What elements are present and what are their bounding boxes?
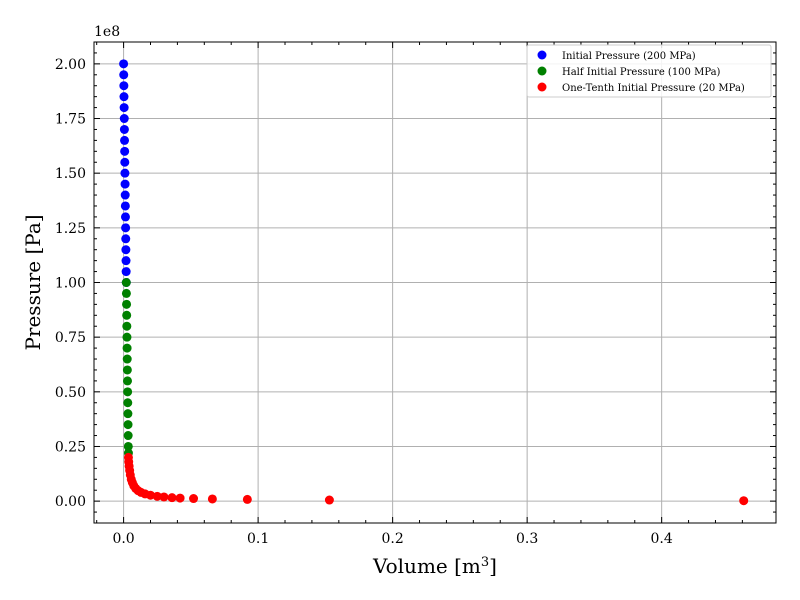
data-point-series-2 bbox=[122, 321, 132, 331]
data-point-series-2 bbox=[122, 365, 132, 375]
data-point-series-1 bbox=[121, 245, 131, 255]
data-point-series-3 bbox=[175, 493, 185, 503]
legend-marker bbox=[537, 66, 547, 76]
data-point-series-1 bbox=[120, 201, 130, 211]
x-axis-label-end: ] bbox=[489, 554, 497, 578]
data-point-series-3 bbox=[324, 495, 334, 505]
x-axis-label: Volume [m3] bbox=[372, 554, 497, 578]
y-tick-label: 2.00 bbox=[55, 57, 86, 73]
data-point-series-1 bbox=[120, 157, 130, 167]
data-point-series-1 bbox=[121, 234, 131, 244]
data-point-series-3 bbox=[152, 491, 162, 501]
data-point-series-1 bbox=[119, 114, 129, 124]
y-tick-label: 1.00 bbox=[55, 276, 86, 292]
data-point-series-3 bbox=[242, 494, 252, 504]
legend-marker bbox=[537, 82, 547, 92]
data-point-series-3 bbox=[167, 493, 177, 503]
legend-label: Initial Pressure (200 MPa) bbox=[562, 51, 696, 62]
y-axis-label: Pressure [Pa] bbox=[21, 214, 45, 350]
data-point-series-2 bbox=[122, 310, 132, 320]
y-tick-label: 0.25 bbox=[55, 439, 86, 455]
data-point-series-2 bbox=[123, 441, 133, 451]
data-point-series-1 bbox=[120, 190, 130, 200]
data-point-series-3 bbox=[207, 494, 217, 504]
y-tick-label: 0.75 bbox=[55, 330, 86, 346]
data-point-series-2 bbox=[123, 420, 133, 430]
data-point-series-3 bbox=[739, 496, 749, 506]
legend-label: One-Tenth Initial Pressure (20 MPa) bbox=[562, 83, 745, 94]
data-point-series-2 bbox=[123, 431, 133, 441]
data-point-series-1 bbox=[119, 81, 129, 91]
x-tick-label: 0.2 bbox=[381, 531, 403, 547]
data-point-series-1 bbox=[121, 267, 131, 277]
legend-label: Half Initial Pressure (100 MPa) bbox=[562, 67, 721, 78]
data-point-series-2 bbox=[121, 288, 131, 298]
legend-box bbox=[526, 44, 772, 98]
data-point-series-1 bbox=[120, 212, 130, 222]
x-axis-label-main: Volume [m bbox=[372, 554, 481, 578]
data-point-series-3 bbox=[159, 492, 169, 502]
data-point-series-2 bbox=[123, 387, 133, 397]
data-point-series-3 bbox=[189, 494, 199, 504]
data-point-series-1 bbox=[119, 70, 129, 80]
data-point-series-2 bbox=[121, 278, 131, 287]
data-point-series-2 bbox=[123, 409, 133, 419]
x-axis-label-sup: 3 bbox=[481, 555, 489, 570]
data-point-series-2 bbox=[122, 376, 132, 386]
data-point-series-2 bbox=[122, 299, 132, 309]
data-point-series-1 bbox=[121, 256, 131, 266]
y-tick-label: 1.25 bbox=[55, 221, 86, 237]
data-point-series-1 bbox=[120, 168, 130, 178]
data-point-series-1 bbox=[120, 135, 130, 145]
data-point-series-2 bbox=[122, 354, 132, 364]
y-tick-label: 1.75 bbox=[55, 112, 86, 128]
data-point-series-1 bbox=[121, 223, 131, 233]
data-point-series-2 bbox=[122, 343, 132, 353]
y-tick-label: 0.00 bbox=[55, 494, 86, 510]
data-point-series-1 bbox=[119, 103, 129, 113]
legend-marker bbox=[537, 50, 547, 60]
data-point-series-1 bbox=[120, 179, 130, 189]
y-offset-text: 1e8 bbox=[94, 24, 120, 40]
y-tick-label: 1.50 bbox=[55, 166, 86, 182]
grid bbox=[94, 42, 776, 523]
data-point-series-1 bbox=[119, 92, 129, 102]
scatter-points bbox=[119, 59, 749, 506]
x-tick-label: 0.1 bbox=[247, 531, 269, 547]
y-tick-label: 0.50 bbox=[55, 385, 86, 401]
x-tick-label: 0.0 bbox=[112, 531, 134, 547]
data-point-series-1 bbox=[119, 59, 129, 69]
data-point-series-2 bbox=[122, 332, 132, 342]
data-point-series-3 bbox=[145, 490, 155, 500]
data-point-series-2 bbox=[123, 398, 133, 408]
legend: Initial Pressure (200 MPa) Half Initial P… bbox=[526, 44, 772, 98]
axis-ticks: 0.0 0.1 0.2 0.3 0.4 0.00 0.25 0.50 0.75 1.00 1.25 1… bbox=[55, 41, 776, 547]
data-point-series-1 bbox=[119, 124, 129, 134]
x-tick-label: 0.4 bbox=[651, 531, 673, 547]
data-point-series-1 bbox=[120, 146, 130, 156]
x-tick-label: 0.3 bbox=[516, 531, 538, 547]
